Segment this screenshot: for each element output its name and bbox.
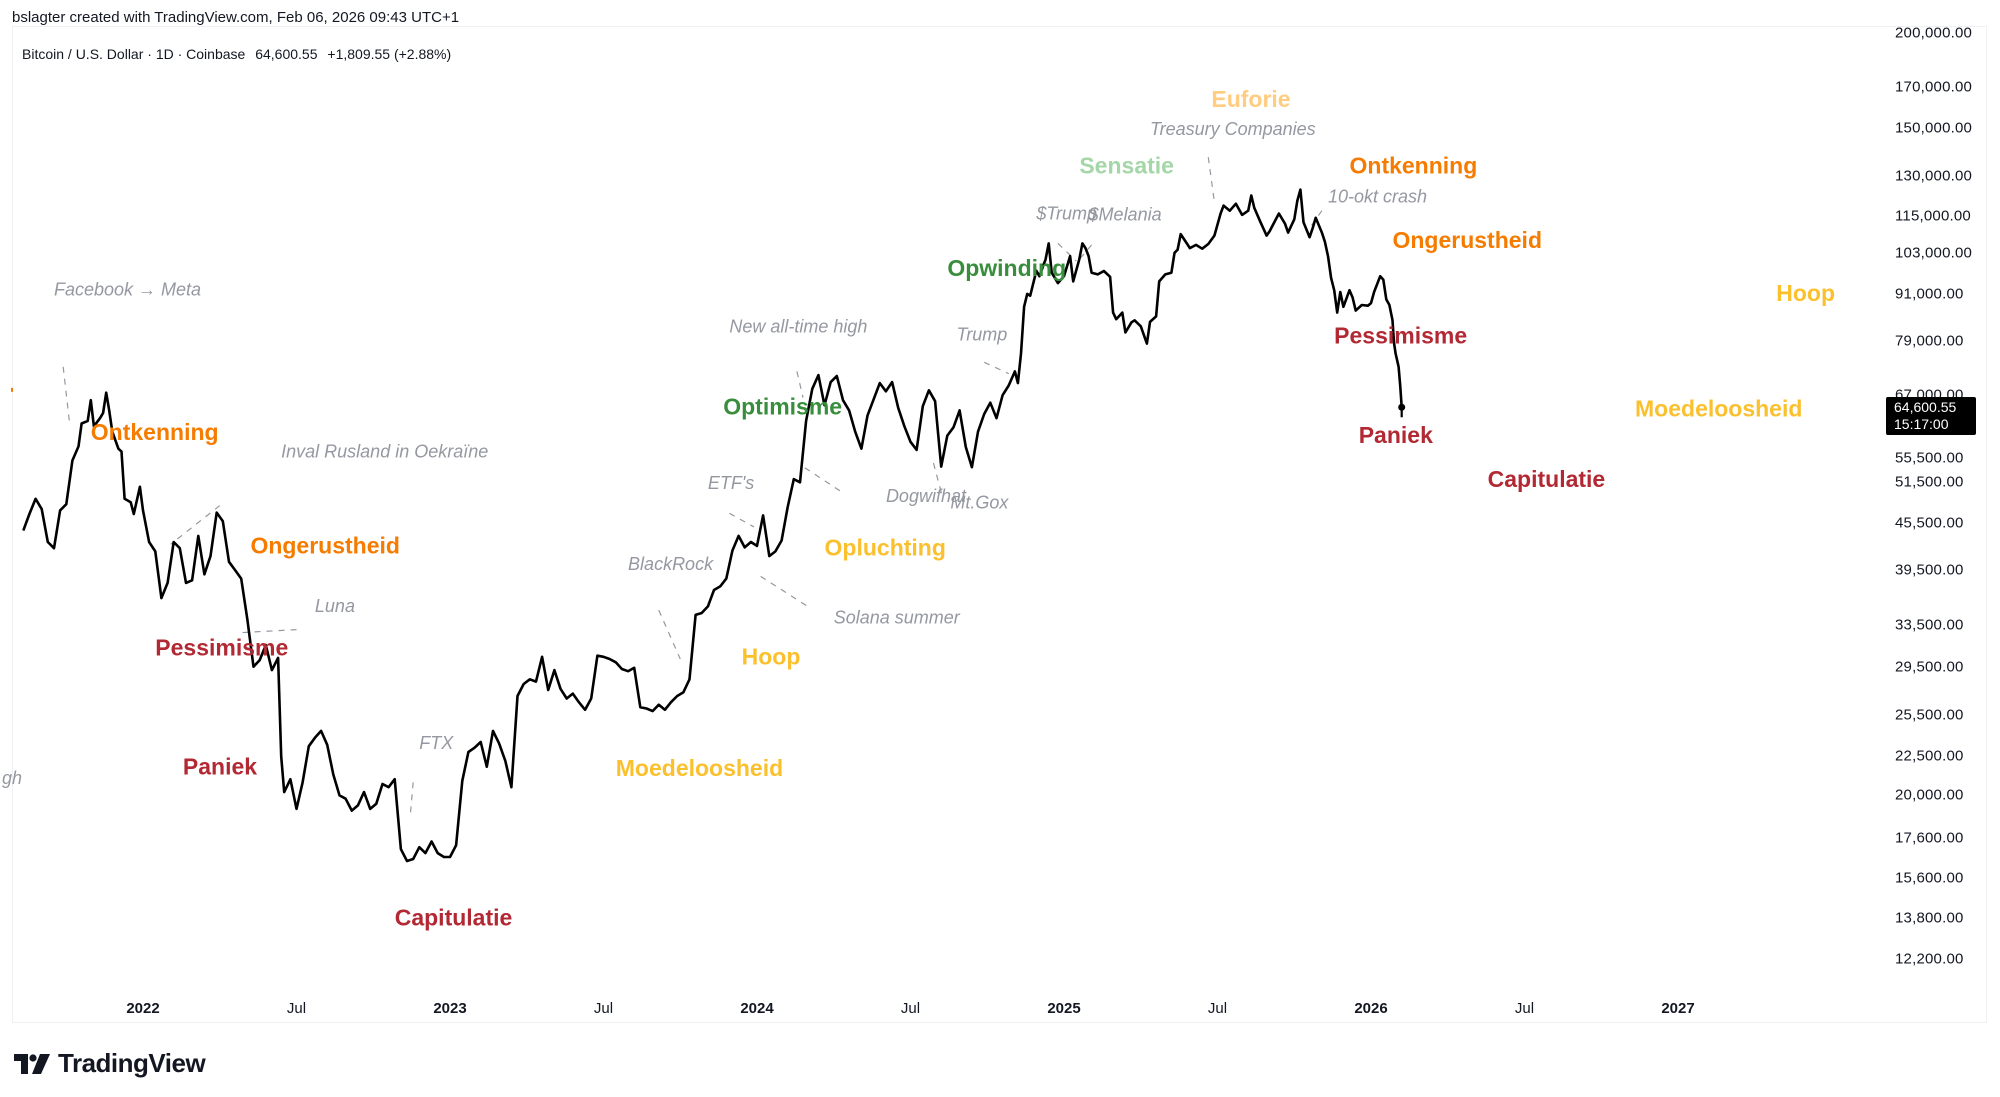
time-axis-tick: 2027 [1661,1000,1695,1017]
tradingview-logo[interactable]: TradingView [14,1048,206,1079]
phase-label-paniek[interactable]: Paniek [1359,422,1433,448]
event-note[interactable]: FTX [419,733,454,753]
price-axis-tick: 20,000.00 [1895,786,1964,804]
event-note[interactable]: 10-okt crash [1328,186,1427,206]
event-note[interactable]: Facebook → Meta [54,280,201,300]
offscreen-label-marker [11,387,13,392]
phase-label-capitulatie[interactable]: Capitulatie [395,904,513,930]
event-note-leader-line [1207,157,1216,203]
phase-label-moedeloosheid[interactable]: Moedeloosheid [616,755,783,781]
time-axis-tick: Jul [1207,1000,1228,1017]
price-axis-tick: 45,500.00 [1895,514,1964,532]
phase-label-ongerustheid[interactable]: Ongerustheid [250,533,400,559]
phase-label-pessimisme[interactable]: Pessimisme [1334,323,1467,349]
price-change: +1,809.55 (+2.88%) [327,46,452,62]
price-axis-tick: 115,000.00 [1895,207,1971,225]
price-axis-tick: 91,000.00 [1895,285,1964,303]
price-axis-tick: 13,800.00 [1895,909,1964,927]
price-axis-tick: 200,000.00 [1895,24,1973,42]
price-axis-tick: 130,000.00 [1895,167,1973,185]
event-notes-layer: Facebook → Meta Inval Rusland in Oekraïne… [2,119,1427,818]
time-axis-tick: 2026 [1354,1000,1388,1017]
event-note[interactable]: Treasury Companies [1150,119,1316,139]
tradingview-logo-icon [14,1053,50,1074]
phase-label-ongerustheid[interactable]: Ongerustheid [1392,227,1542,253]
price-axis-tick: 29,500.00 [1895,658,1964,676]
event-note[interactable]: BlackRock [628,554,714,574]
event-note-leader-line [1309,210,1323,229]
current-price-value: 64,600.55 [1894,399,1957,415]
phase-label-opluchting[interactable]: Opluchting [825,534,946,560]
price-axis-tick: 39,500.00 [1895,561,1964,579]
event-note[interactable]: Inval Rusland in Oekraïne [281,442,488,462]
time-axis-tick: 2024 [740,1000,774,1017]
price-axis-tick: 103,000.00 [1895,244,1973,262]
price-line [22,188,1403,863]
event-note[interactable]: ETF's [708,473,754,493]
event-note-leader-line [1057,242,1077,262]
event-note-leader-line [931,457,942,493]
event-note-truncated: gh [2,768,22,788]
last-price: 64,600.55 [255,46,318,62]
symbol-legend: Bitcoin / U.S. Dollar · 1D · Coinbase 64… [22,46,457,62]
phase-label-capitulatie[interactable]: Capitulatie [1488,466,1606,492]
time-axis-tick: 2025 [1047,1000,1081,1017]
price-axis-tick: 15,600.00 [1895,869,1964,887]
event-note-leader-line [409,782,414,818]
phase-label-opwinding[interactable]: Opwinding [947,255,1066,281]
price-axis-tick: 25,500.00 [1895,706,1964,724]
price-axis-tick: 55,500.00 [1895,449,1964,467]
price-axis-tick: 79,000.00 [1895,332,1964,350]
time-axis-tick: 2022 [126,1000,160,1017]
price-axis-tick: 22,500.00 [1895,747,1964,765]
event-note-leader-line [1078,244,1093,260]
phase-label-ontkenning[interactable]: Ontkenning [91,419,219,445]
phase-label-ontkenning[interactable]: Ontkenning [1350,152,1478,178]
time-axis-tick: 2023 [433,1000,467,1017]
event-note-leader-line [170,505,221,545]
event-note[interactable]: $Trump [1035,203,1097,223]
event-note-leader-line [62,366,70,421]
tradingview-wordmark: TradingView [58,1048,206,1078]
phase-label-sensatie[interactable]: Sensatie [1079,152,1174,178]
event-note-leader-line [759,575,807,606]
event-note[interactable]: Mt.Gox [950,492,1009,512]
price-axis-tick: 12,200.00 [1895,950,1964,968]
event-note-leader-line [241,629,297,634]
price-axis-tick: 17,600.00 [1895,829,1964,847]
event-note-leader-line [796,371,804,398]
event-note[interactable]: New all-time high [729,316,867,336]
symbol-name[interactable]: Bitcoin / U.S. Dollar · 1D · Coinbase [22,46,246,62]
time-axis-tick: Jul [593,1000,614,1017]
phase-label-hoop[interactable]: Hoop [1776,280,1835,306]
phase-label-euforie[interactable]: Euforie [1211,86,1290,112]
time-axis-tick: Jul [1514,1000,1535,1017]
time-axis-tick: Jul [900,1000,921,1017]
event-note[interactable]: $Melania [1088,205,1162,225]
price-axis-tick: 150,000.00 [1895,119,1973,137]
phase-label-pessimisme[interactable]: Pessimisme [155,635,288,661]
chart-frame [12,26,1987,1023]
chart-credit: bslagter created with TradingView.com, F… [12,9,460,26]
phase-label-hoop[interactable]: Hoop [742,643,801,669]
phase-label-paniek[interactable]: Paniek [183,754,257,780]
event-note-leader-line [729,512,755,528]
event-note[interactable]: Trump [957,325,1008,345]
event-note[interactable]: Luna [315,596,355,616]
price-axis-tick: 33,500.00 [1895,616,1964,634]
phase-label-moedeloosheid[interactable]: Moedeloosheid [1635,396,1802,422]
price-axis-tick: 170,000.00 [1895,78,1973,96]
phase-labels-layer: Ontkenning Ongerustheid Pessimisme Paniek Ca… [91,86,1835,930]
current-price-tag: 64,600.55 15:17:00 [1886,397,1976,435]
price-axis-tick: 51,500.00 [1895,473,1964,491]
time-axis-tick: Jul [286,1000,307,1017]
event-note-leader-line [658,609,681,660]
event-note-leader-line [802,466,841,492]
event-note-leader-line [983,361,1009,375]
event-note[interactable]: Solana summer [834,608,961,628]
bar-countdown: 15:17:00 [1894,416,1949,432]
phase-label-optimisme[interactable]: Optimisme [723,394,842,420]
event-note[interactable]: Dogwifhat [886,486,967,506]
